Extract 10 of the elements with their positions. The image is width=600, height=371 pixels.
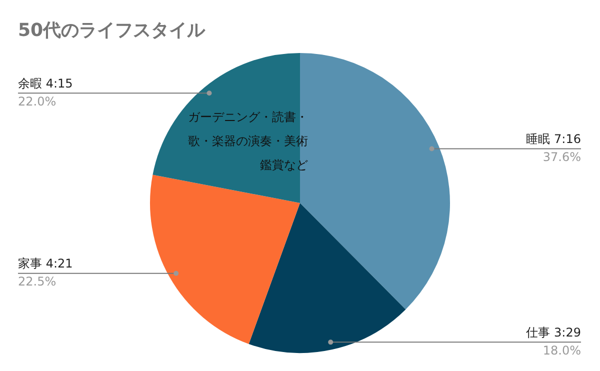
data-label: 22.0% bbox=[18, 94, 56, 108]
chart-title: 50代のライフスタイル bbox=[18, 19, 206, 42]
data-label: 18.0% bbox=[542, 343, 581, 358]
slice-label: 睡眠 7:16 bbox=[526, 132, 581, 146]
slice-label: 家事 4:21 bbox=[18, 256, 73, 270]
data-label: 22.5% bbox=[18, 274, 56, 288]
slice-label: 余暇 4:15 bbox=[18, 76, 73, 90]
slice-label: 仕事 3:29 bbox=[525, 325, 581, 340]
data-label: 37.6% bbox=[542, 150, 581, 164]
text: ガーデニング・読書・歌・楽器の演奏・美術鑑賞など bbox=[188, 110, 308, 172]
